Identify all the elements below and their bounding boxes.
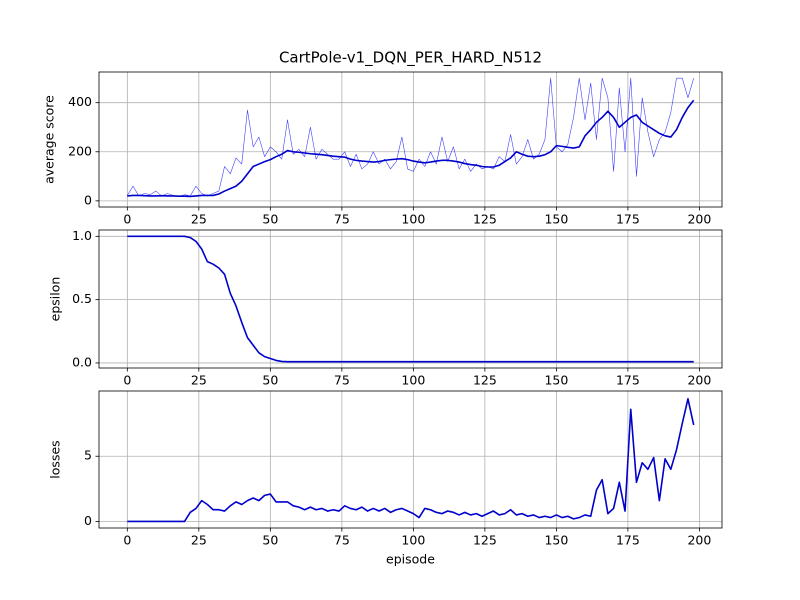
x-tick-label: 125 — [473, 212, 497, 227]
y-tick-label: 0.5 — [72, 291, 92, 306]
x-tick-label: 0 — [123, 533, 131, 548]
x-tick-label: 75 — [334, 373, 350, 388]
axes-frame — [98, 390, 723, 529]
x-tick-label: 0 — [123, 373, 131, 388]
x-tick-label: 200 — [687, 533, 711, 548]
x-tick-label: 50 — [262, 533, 278, 548]
y-axis-label: epsilon — [48, 277, 63, 322]
x-tick-label: 75 — [334, 212, 350, 227]
axes-frame — [98, 71, 723, 208]
y-tick-label: 1.0 — [72, 228, 92, 243]
x-tick-label: 100 — [401, 533, 425, 548]
y-tick-label: 200 — [68, 143, 92, 158]
data-line — [127, 77, 694, 197]
x-tick-label: 75 — [334, 533, 350, 548]
x-tick-label: 25 — [191, 533, 207, 548]
x-tick-label: 50 — [262, 373, 278, 388]
x-tick-label: 175 — [616, 212, 640, 227]
chart-title: CartPole-v1_DQN_PER_HARD_N512 — [279, 49, 542, 68]
y-tick-label: 0 — [84, 513, 92, 528]
x-tick-label: 175 — [616, 533, 640, 548]
x-axis-label: episode — [386, 552, 435, 567]
x-tick-label: 25 — [191, 212, 207, 227]
data-line — [127, 398, 695, 523]
x-tick-label: 200 — [687, 212, 711, 227]
x-tick-label: 125 — [473, 373, 497, 388]
axes-frame — [98, 229, 723, 369]
y-tick-label: 400 — [68, 94, 92, 109]
y-tick-label: 0 — [84, 192, 92, 207]
x-tick-label: 175 — [616, 373, 640, 388]
y-axis-label: average score — [42, 95, 57, 184]
data-line — [127, 235, 694, 363]
data-line — [127, 99, 695, 198]
x-tick-label: 125 — [473, 533, 497, 548]
x-tick-label: 100 — [401, 212, 425, 227]
x-tick-label: 150 — [544, 533, 568, 548]
x-tick-label: 150 — [544, 212, 568, 227]
x-tick-label: 150 — [544, 373, 568, 388]
x-tick-label: 50 — [262, 212, 278, 227]
y-axis-label: losses — [48, 440, 63, 478]
y-tick-label: 0.0 — [72, 354, 92, 369]
x-tick-label: 25 — [191, 373, 207, 388]
y-tick-label: 5 — [84, 448, 92, 463]
x-tick-label: 0 — [123, 212, 131, 227]
x-tick-label: 200 — [687, 373, 711, 388]
x-tick-label: 100 — [401, 373, 425, 388]
